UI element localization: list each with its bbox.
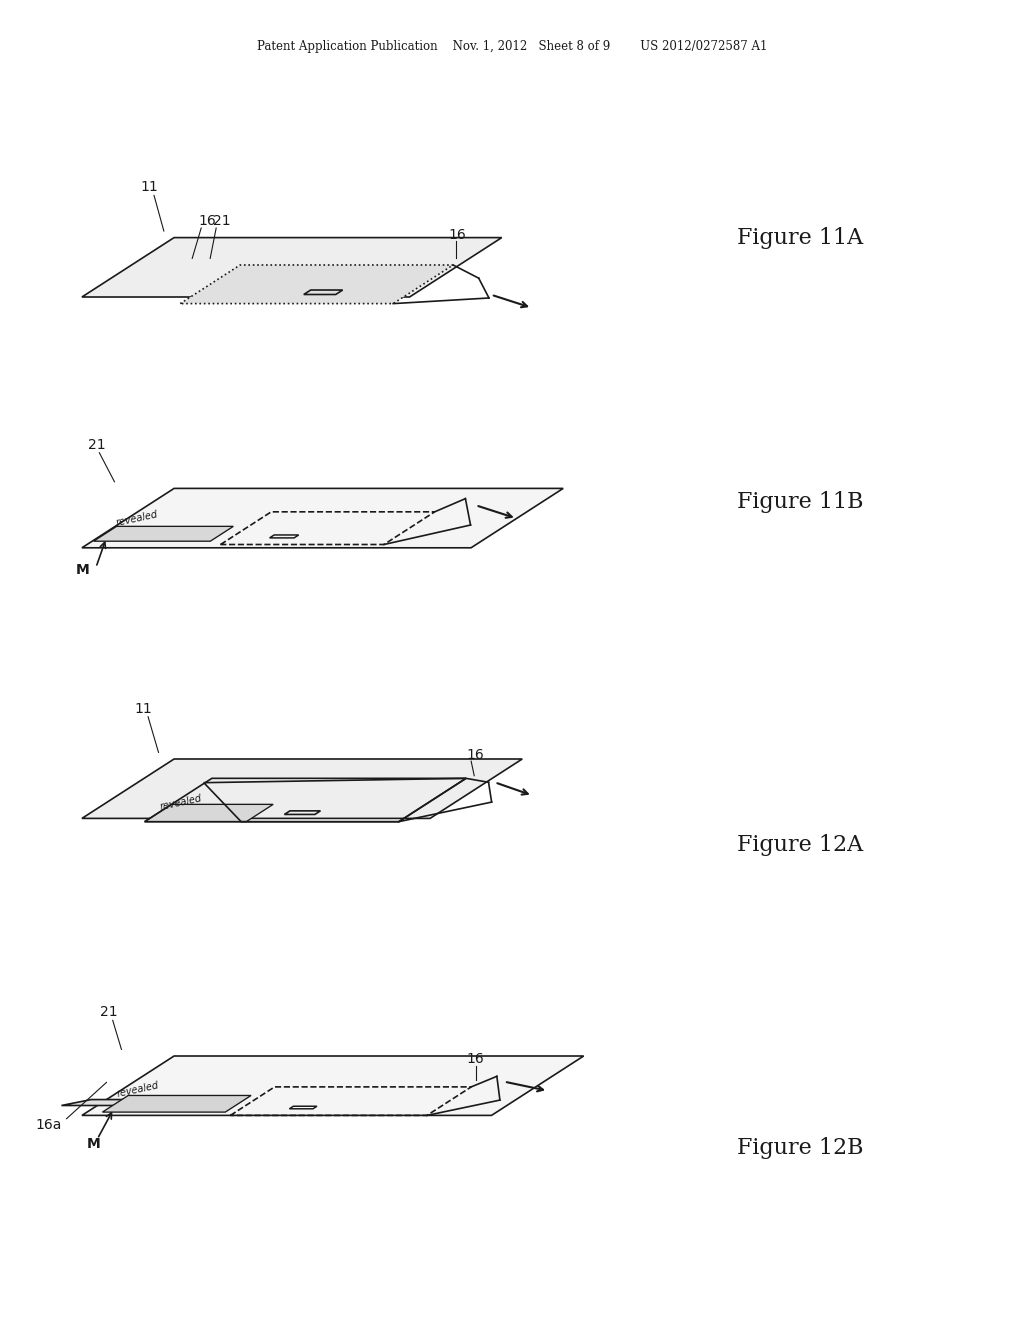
Text: Figure 12A: Figure 12A: [737, 834, 863, 855]
Polygon shape: [82, 759, 522, 818]
Text: 16: 16: [449, 227, 466, 242]
Text: 21: 21: [100, 1006, 118, 1019]
Text: Figure 11B: Figure 11B: [737, 491, 864, 512]
Polygon shape: [102, 1096, 251, 1111]
Text: M: M: [87, 1138, 100, 1151]
Text: 16: 16: [466, 1052, 484, 1067]
Polygon shape: [82, 238, 502, 297]
Text: 11: 11: [134, 702, 152, 715]
Polygon shape: [180, 265, 453, 304]
Text: 11: 11: [141, 181, 159, 194]
Text: revealed: revealed: [117, 1081, 160, 1100]
Text: 16: 16: [466, 747, 483, 762]
Polygon shape: [61, 1100, 140, 1106]
Text: 16: 16: [199, 214, 216, 228]
Polygon shape: [82, 488, 563, 548]
Text: Figure 12B: Figure 12B: [737, 1138, 864, 1159]
Text: 16a: 16a: [36, 1118, 62, 1133]
Text: revealed: revealed: [159, 793, 203, 812]
Polygon shape: [93, 527, 233, 541]
Text: revealed: revealed: [115, 510, 159, 528]
Polygon shape: [144, 804, 273, 821]
Polygon shape: [82, 1056, 584, 1115]
Text: M: M: [76, 564, 89, 577]
Text: 21: 21: [88, 438, 105, 451]
Text: Figure 11A: Figure 11A: [737, 227, 863, 248]
Text: Patent Application Publication    Nov. 1, 2012   Sheet 8 of 9        US 2012/027: Patent Application Publication Nov. 1, 2…: [257, 40, 767, 53]
Text: 21: 21: [213, 214, 230, 228]
